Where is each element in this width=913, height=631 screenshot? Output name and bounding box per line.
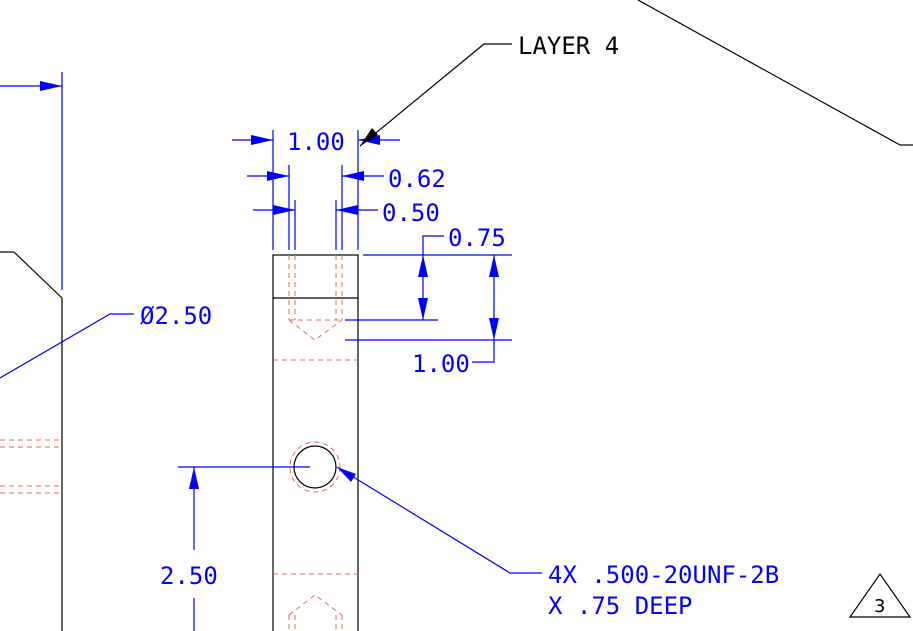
dim-050: 0.50	[382, 199, 440, 227]
left-dimension	[0, 72, 63, 290]
diameter-callout: Ø2.50	[0, 302, 212, 379]
dim-062: 0.62	[388, 165, 446, 193]
main-bar	[272, 254, 359, 631]
layer-label: LAYER 4	[518, 32, 619, 60]
layer-callout: LAYER 4	[359, 32, 619, 147]
thread-note-line1: 4X .500-20UNF-2B	[548, 561, 779, 589]
diameter-label: Ø2.50	[140, 302, 212, 330]
depth-dimensions: 0.75 1.00	[345, 224, 512, 378]
tapped-hole-bottom	[288, 594, 343, 631]
left-part	[0, 251, 63, 631]
thread-callout: 4X .500-20UNF-2B X .75 DEEP	[336, 466, 779, 620]
border-line	[637, 0, 913, 146]
revision-marker: 3	[848, 572, 912, 618]
dim-075: 0.75	[448, 224, 506, 252]
dim-width-overall: 1.00	[287, 128, 345, 156]
width-dimensions: 1.00 0.62 0.50	[232, 128, 446, 250]
height-dimension: 2.50	[160, 466, 310, 631]
revision-number: 3	[874, 596, 885, 617]
thread-note-line2: X .75 DEEP	[548, 592, 693, 620]
dim-height: 2.50	[160, 562, 218, 590]
dim-depth: 1.00	[412, 350, 470, 378]
tapped-hole-top	[288, 255, 343, 341]
